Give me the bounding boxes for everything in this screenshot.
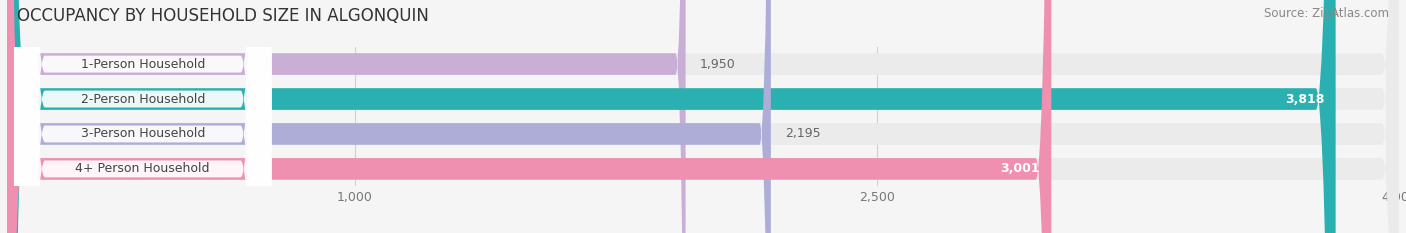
FancyBboxPatch shape bbox=[7, 0, 686, 233]
Text: 3-Person Household: 3-Person Household bbox=[80, 127, 205, 140]
FancyBboxPatch shape bbox=[14, 0, 271, 233]
Text: 1-Person Household: 1-Person Household bbox=[80, 58, 205, 71]
FancyBboxPatch shape bbox=[14, 0, 271, 233]
FancyBboxPatch shape bbox=[7, 0, 1399, 233]
Text: OCCUPANCY BY HOUSEHOLD SIZE IN ALGONQUIN: OCCUPANCY BY HOUSEHOLD SIZE IN ALGONQUIN bbox=[17, 7, 429, 25]
FancyBboxPatch shape bbox=[14, 0, 271, 233]
FancyBboxPatch shape bbox=[7, 0, 1399, 233]
FancyBboxPatch shape bbox=[14, 0, 271, 233]
Text: 3,818: 3,818 bbox=[1285, 93, 1324, 106]
Text: Source: ZipAtlas.com: Source: ZipAtlas.com bbox=[1264, 7, 1389, 20]
FancyBboxPatch shape bbox=[7, 0, 1399, 233]
Text: 1,950: 1,950 bbox=[700, 58, 735, 71]
Text: 4+ Person Household: 4+ Person Household bbox=[76, 162, 209, 175]
Text: 3,001: 3,001 bbox=[1001, 162, 1040, 175]
FancyBboxPatch shape bbox=[7, 0, 1052, 233]
FancyBboxPatch shape bbox=[7, 0, 1336, 233]
FancyBboxPatch shape bbox=[7, 0, 1399, 233]
FancyBboxPatch shape bbox=[7, 0, 770, 233]
Text: 2,195: 2,195 bbox=[785, 127, 821, 140]
Text: 2-Person Household: 2-Person Household bbox=[80, 93, 205, 106]
